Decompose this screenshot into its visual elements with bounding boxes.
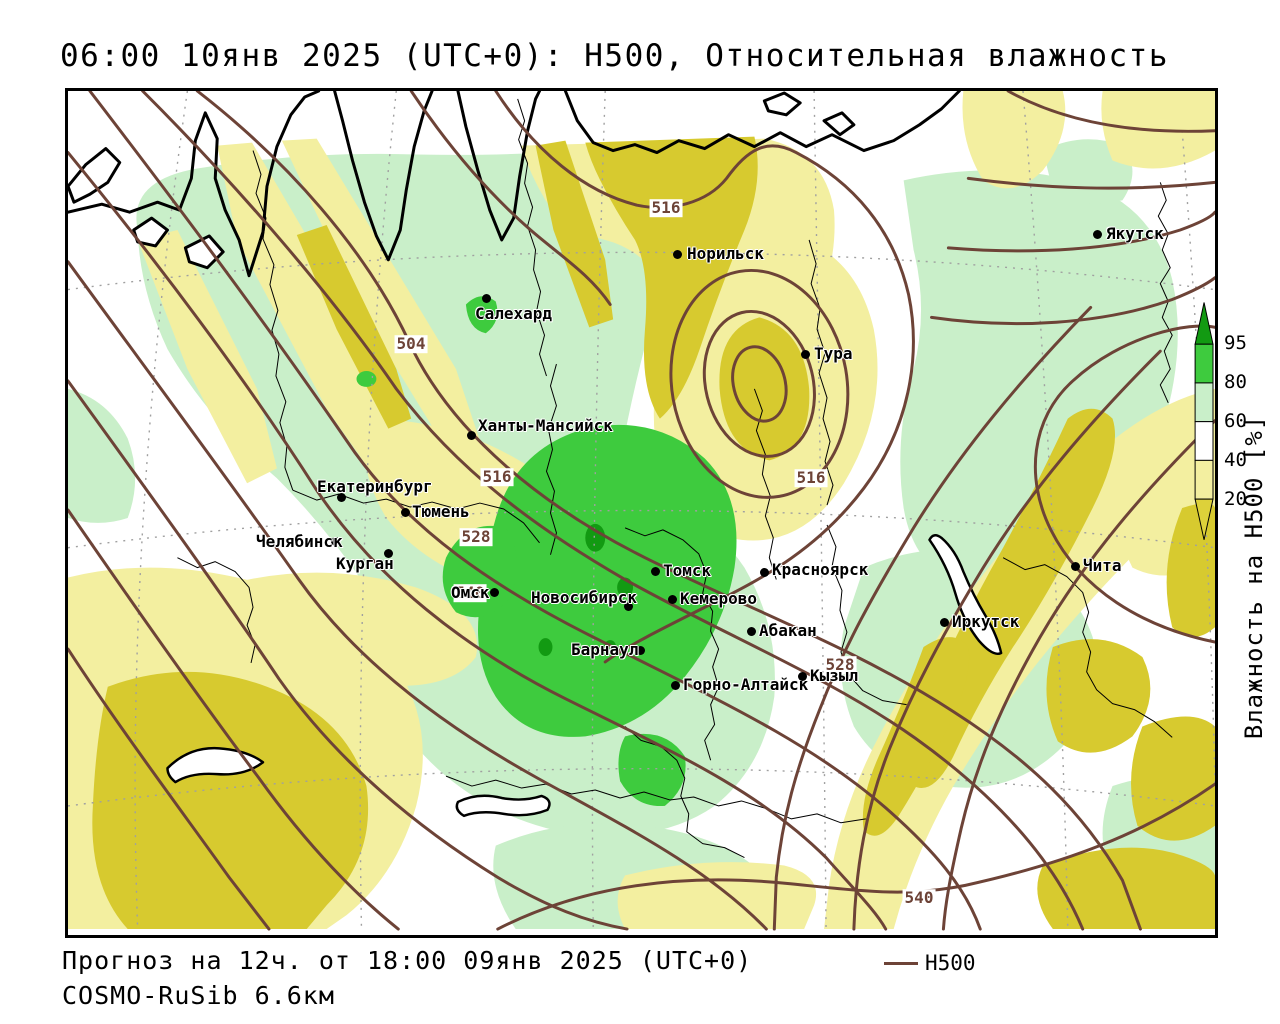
lake-balkhash [166, 746, 265, 784]
coastline-layer [68, 91, 961, 278]
map-canvas [68, 91, 1215, 931]
colorbar-seg-20-40 [1194, 459, 1214, 500]
lake-zaysan [455, 794, 551, 818]
colorbar-tick: 20 [1224, 488, 1247, 510]
forecast-map: 504 516 528 540 516 516 528 540 Норильск Салехар… [65, 88, 1218, 938]
lake-layer [166, 534, 1003, 818]
colorbar-tick: 80 [1224, 371, 1247, 393]
colorbar-seg-40-60 [1194, 421, 1214, 461]
colorbar-tick: 40 [1224, 449, 1247, 471]
lake-baikal [928, 534, 1003, 655]
colorbar-seg-60-80 [1194, 382, 1214, 423]
colorbar [1194, 302, 1214, 540]
h500-legend-line [884, 962, 918, 965]
h500-legend: H500 [884, 953, 976, 974]
colorbar-tick: 60 [1224, 410, 1247, 432]
colorbar-arrow-top [1194, 302, 1214, 345]
map-title: 06:00 10янв 2025 (UTC+0): H500, Относите… [60, 38, 1169, 74]
colorbar-axis-label: Влажность на H500 [%] [1240, 414, 1268, 740]
model-info: COSMO-RuSib 6.6км [62, 981, 335, 1010]
colorbar-arrow-bottom [1194, 498, 1214, 540]
h500-contour-layer [68, 91, 1215, 931]
colorbar-tick: 95 [1224, 332, 1247, 354]
forecast-info: Прогноз на 12ч. от 18:00 09янв 2025 (UTC… [62, 946, 753, 975]
h500-legend-label: H500 [925, 951, 976, 975]
graticule-layer [68, 91, 1215, 930]
colorbar-seg-80-95 [1194, 343, 1214, 384]
